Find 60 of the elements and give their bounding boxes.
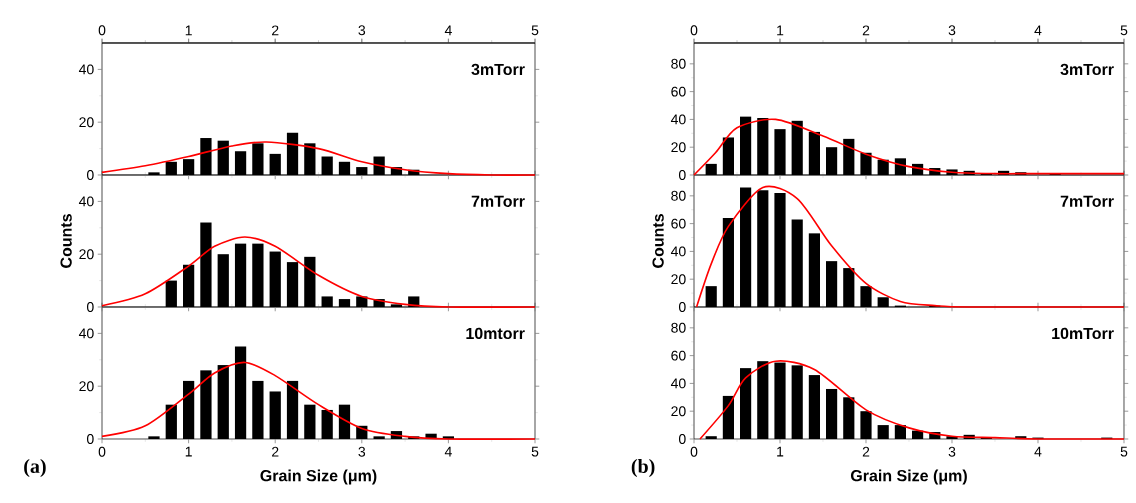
y-tick-label: 40 — [78, 196, 94, 207]
x-tick-label: 2 — [272, 446, 279, 457]
annotation: 3mTorr — [1060, 63, 1114, 76]
x-tick-label: 5 — [531, 446, 539, 457]
annotation: 10mTorr — [1052, 327, 1114, 340]
x-tick-label: 2 — [862, 446, 870, 457]
x-tick-label: 1 — [777, 446, 784, 457]
annotation: 7mTorr — [471, 195, 525, 207]
x-tick-label: 3 — [358, 446, 366, 457]
x2-tick-label: 0 — [690, 25, 698, 36]
x2-tick-label: 3 — [948, 25, 956, 36]
text: (b) — [631, 458, 655, 478]
x2-tick-label: 5 — [531, 25, 539, 36]
x2-tick-label: 2 — [272, 25, 279, 36]
x2-tick-label: 0 — [98, 25, 106, 36]
y-tick-label: 40 — [670, 378, 686, 389]
x-tick-label: 5 — [1120, 446, 1128, 457]
x-axis-title: Grain Size (μm) — [260, 469, 377, 485]
y-tick-label: 0 — [678, 434, 686, 444]
y-tick-label: 40 — [670, 114, 686, 125]
y-tick-label: 20 — [671, 142, 686, 153]
y-tick-label: 0 — [678, 170, 686, 180]
x2-tick-label: 1 — [777, 25, 784, 36]
annotation: 7mTorr — [1060, 195, 1114, 207]
x-tick-label: 4 — [444, 446, 452, 457]
y-tick-label: 20 — [671, 406, 686, 417]
x2-tick-label: 1 — [185, 25, 192, 36]
y-tick-label: 0 — [86, 302, 94, 312]
y-tick-label: 80 — [671, 58, 686, 69]
y-tick-label: 80 — [671, 190, 686, 201]
x-tick-label: 4 — [1034, 446, 1042, 457]
y-tick-label: 20 — [79, 381, 94, 392]
text: (a) — [24, 458, 46, 478]
y-axis-title: Counts — [652, 214, 664, 268]
y-tick-label: 20 — [671, 274, 686, 285]
annotation: 3mTorr — [471, 63, 525, 76]
y-tick-label: 40 — [78, 328, 94, 339]
y-tick-label: 40 — [78, 64, 94, 75]
x2-tick-label: 3 — [358, 25, 366, 36]
y-tick-label: 60 — [671, 218, 686, 229]
x-tick-label: 0 — [98, 446, 106, 457]
y-axis-title: Counts — [60, 214, 72, 268]
y-tick-label: 80 — [671, 322, 686, 333]
y-tick-label: 60 — [671, 350, 686, 361]
x-tick-label: 3 — [948, 446, 956, 457]
x-axis-title: Grain Size (μm) — [850, 469, 967, 485]
y-tick-label: 40 — [670, 246, 686, 257]
y-tick-label: 20 — [79, 249, 94, 260]
x-tick-label: 0 — [690, 446, 698, 457]
y-tick-label: 20 — [79, 117, 94, 128]
x2-tick-label: 2 — [862, 25, 870, 36]
x2-tick-label: 4 — [444, 25, 452, 36]
y-tick-label: 0 — [86, 434, 94, 444]
x2-tick-label: 5 — [1120, 25, 1128, 36]
y-tick-label: 0 — [86, 170, 94, 180]
y-tick-label: 60 — [671, 86, 686, 97]
y-tick-label: 0 — [678, 302, 686, 312]
x-tick-label: 1 — [185, 446, 192, 457]
annotation: 10mtorr — [466, 327, 525, 340]
x2-tick-label: 4 — [1034, 25, 1042, 36]
